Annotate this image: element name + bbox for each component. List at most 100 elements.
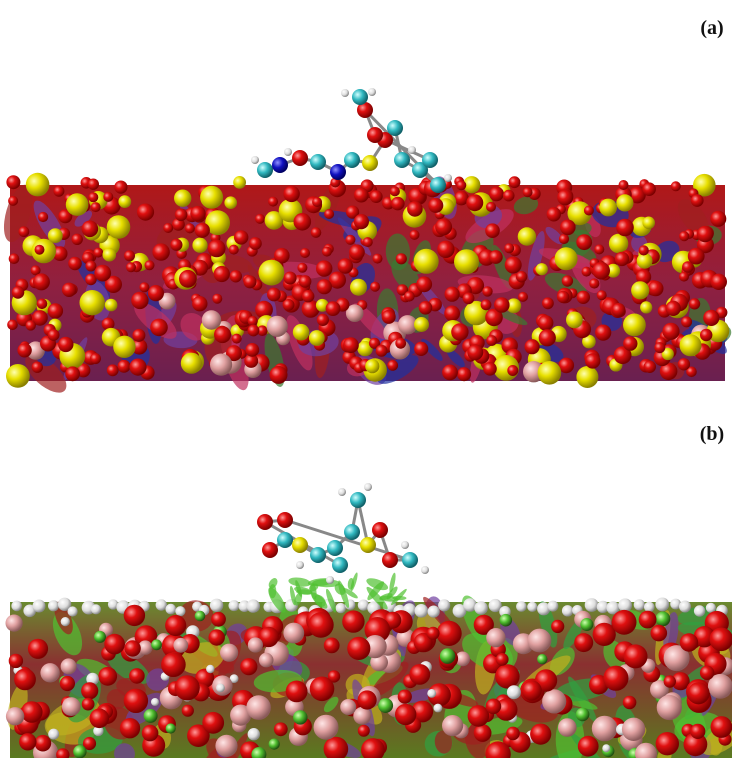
atom bbox=[192, 296, 207, 311]
atom bbox=[711, 716, 732, 738]
atom bbox=[251, 156, 259, 164]
atom bbox=[103, 248, 117, 262]
atom bbox=[456, 180, 466, 190]
atom bbox=[175, 606, 185, 616]
atom bbox=[234, 230, 248, 244]
atom bbox=[33, 600, 46, 613]
atom bbox=[578, 736, 599, 757]
atom bbox=[651, 625, 668, 642]
atom bbox=[277, 512, 293, 528]
atom bbox=[557, 189, 573, 205]
atom bbox=[68, 257, 82, 271]
atom bbox=[593, 623, 616, 646]
atom bbox=[310, 547, 326, 563]
atom bbox=[391, 197, 405, 211]
atom bbox=[370, 190, 383, 203]
atom bbox=[262, 542, 278, 558]
atom bbox=[40, 663, 59, 682]
atom bbox=[211, 612, 226, 627]
atom bbox=[212, 294, 222, 304]
atom bbox=[410, 230, 420, 240]
atom bbox=[62, 697, 81, 716]
atom bbox=[445, 287, 460, 302]
atom bbox=[528, 629, 552, 653]
atom bbox=[283, 299, 295, 311]
atom bbox=[327, 540, 343, 556]
atom bbox=[151, 639, 162, 650]
atom bbox=[592, 262, 610, 280]
atom bbox=[118, 360, 131, 373]
atom bbox=[710, 628, 732, 652]
atom bbox=[257, 162, 273, 178]
atom bbox=[547, 601, 558, 612]
atom bbox=[181, 353, 202, 374]
atom bbox=[615, 252, 629, 266]
atom bbox=[283, 186, 299, 202]
atom bbox=[697, 226, 713, 242]
atom bbox=[302, 290, 314, 302]
atom bbox=[700, 666, 714, 680]
atom bbox=[32, 362, 43, 373]
atom bbox=[173, 638, 188, 653]
atom bbox=[525, 339, 540, 354]
atom bbox=[192, 238, 207, 253]
atom bbox=[166, 723, 176, 733]
atom bbox=[48, 329, 60, 341]
atom bbox=[246, 695, 271, 720]
atom bbox=[270, 366, 288, 384]
atom bbox=[489, 250, 503, 264]
atom bbox=[612, 610, 637, 635]
atom bbox=[114, 181, 127, 194]
atom bbox=[416, 276, 432, 292]
atom bbox=[144, 709, 158, 723]
atom bbox=[311, 227, 322, 238]
atom bbox=[362, 155, 378, 171]
atom bbox=[602, 744, 610, 752]
atom bbox=[48, 303, 63, 318]
atom bbox=[398, 690, 412, 704]
atom bbox=[19, 733, 36, 750]
atom bbox=[283, 623, 304, 644]
panel-label: (b) bbox=[700, 423, 724, 445]
atom bbox=[26, 320, 36, 330]
atom bbox=[547, 207, 561, 221]
atom bbox=[126, 262, 136, 272]
atom bbox=[322, 247, 332, 257]
atom bbox=[644, 602, 655, 613]
atom bbox=[678, 358, 690, 370]
atom bbox=[414, 342, 428, 356]
atom bbox=[595, 325, 611, 341]
atom bbox=[616, 219, 634, 237]
atom bbox=[551, 620, 564, 633]
atom bbox=[284, 272, 297, 285]
atom bbox=[324, 209, 334, 219]
atom bbox=[209, 629, 225, 645]
atom bbox=[267, 288, 281, 302]
atom bbox=[268, 197, 278, 207]
atom bbox=[421, 566, 429, 574]
atom bbox=[486, 202, 496, 212]
atom bbox=[8, 196, 18, 206]
atom bbox=[216, 684, 225, 693]
atom bbox=[82, 698, 95, 711]
atom bbox=[233, 176, 246, 189]
atom bbox=[428, 198, 443, 213]
atom bbox=[710, 211, 726, 227]
atom bbox=[504, 243, 514, 253]
atom bbox=[124, 605, 145, 626]
atom bbox=[220, 644, 238, 662]
atom bbox=[94, 631, 106, 643]
atom bbox=[358, 600, 369, 611]
atom bbox=[666, 301, 681, 316]
atom bbox=[634, 599, 645, 610]
atom bbox=[195, 223, 210, 238]
atom bbox=[444, 174, 452, 182]
atom bbox=[48, 228, 63, 243]
atom bbox=[662, 323, 679, 340]
atom bbox=[66, 193, 89, 216]
atom bbox=[85, 261, 96, 272]
atom bbox=[518, 227, 536, 245]
atom bbox=[148, 285, 164, 301]
atom bbox=[208, 240, 226, 258]
atom bbox=[486, 335, 497, 346]
